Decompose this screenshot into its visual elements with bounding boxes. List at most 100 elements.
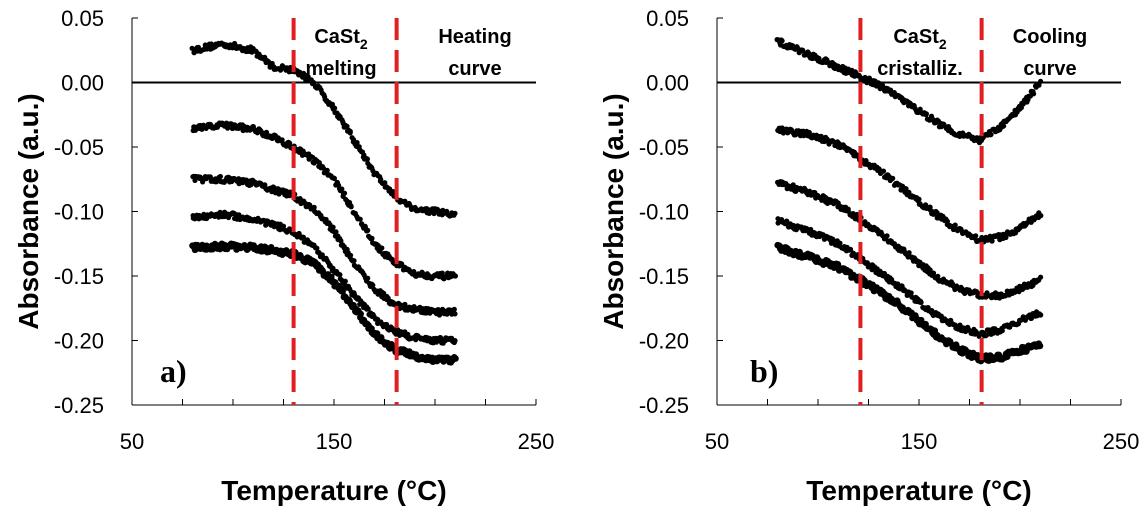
data-point [348, 204, 354, 210]
data-point [918, 299, 924, 305]
data-point [452, 338, 458, 344]
data-point [908, 290, 914, 296]
data-point [1036, 342, 1044, 350]
y-tick-label: -0.15 [639, 264, 689, 289]
y-axis-title: Absorbance (a.u.) [13, 93, 44, 329]
data-point [365, 275, 371, 281]
data-point [348, 252, 354, 258]
x-axis-title: Temperature (°C) [221, 475, 446, 506]
y-tick-label: -0.15 [54, 264, 104, 289]
data-point [989, 238, 995, 244]
data-point [337, 272, 343, 278]
data-point [906, 250, 912, 256]
data-point [365, 306, 371, 312]
data-point [903, 186, 909, 192]
data-point [330, 265, 336, 271]
x-tick-label: 150 [316, 429, 353, 454]
x-tick-label: 150 [901, 429, 938, 454]
y-tick-label: -0.10 [54, 200, 104, 225]
data-point [357, 216, 363, 222]
data-point [262, 182, 268, 188]
data-point [452, 311, 458, 317]
x-tick-label: 250 [518, 429, 555, 454]
data-point [437, 335, 444, 341]
data-point [390, 189, 396, 195]
y-tick-label: 0.00 [61, 71, 104, 96]
annotation-right-line1: Heating [438, 26, 511, 48]
data-point [382, 180, 388, 186]
data-point [923, 111, 930, 117]
annotation-left-line2: melting [305, 58, 376, 80]
data-point [1038, 78, 1044, 84]
data-point [930, 270, 937, 276]
data-point [884, 233, 890, 239]
data-point [880, 168, 887, 174]
data-point [973, 233, 979, 239]
data-point [217, 173, 223, 180]
data-point [1038, 274, 1044, 280]
y-tick-label: 0.00 [646, 71, 689, 96]
data-point [332, 105, 338, 111]
data-point [866, 75, 873, 81]
data-point [324, 167, 330, 173]
annotation-right-line2: curve [448, 58, 501, 80]
data-point [338, 238, 344, 244]
y-tick-label: 0.05 [61, 6, 104, 31]
data-point [999, 328, 1005, 334]
data-point [779, 38, 785, 44]
data-point [364, 156, 370, 162]
data-point [330, 224, 336, 230]
y-tick-label: -0.05 [54, 135, 104, 160]
data-point [339, 288, 346, 295]
data-point [300, 234, 306, 240]
y-tick-label: -0.25 [54, 393, 104, 418]
data-point [916, 196, 922, 202]
data-point [331, 175, 337, 181]
data-point [341, 190, 348, 196]
data-point [287, 140, 293, 146]
data-point [279, 137, 285, 143]
annotation-right-line1: Cooling [1013, 26, 1087, 48]
x-tick-label: 50 [705, 429, 729, 454]
data-point [189, 45, 195, 51]
data-point [1038, 213, 1044, 219]
data-point [339, 186, 345, 192]
y-tick-label: -0.25 [639, 393, 689, 418]
data-point [311, 204, 317, 210]
data-point [452, 273, 458, 279]
data-point [385, 295, 391, 301]
data-point [927, 267, 933, 273]
data-point [452, 355, 459, 362]
annotation-compound: CaSt2 [314, 26, 368, 52]
y-tick-label: -0.05 [639, 135, 689, 160]
data-point [944, 218, 951, 224]
data-point [351, 258, 357, 264]
data-point [1001, 123, 1007, 129]
y-tick-label: -0.20 [639, 329, 689, 354]
y-tick-label: -0.10 [639, 200, 689, 225]
data-point [906, 189, 912, 195]
data-point [988, 131, 994, 138]
data-point [354, 140, 360, 146]
panel-b: 0.05 0.00 -0.05 -0.10 -0.15 -0.20 -0.25 50 150 25… [598, 6, 1139, 506]
panel-label: b) [750, 353, 778, 389]
data-point [452, 210, 458, 216]
annotation-compound: CaSt2 [893, 26, 947, 52]
y-axis-title: Absorbance (a.u.) [598, 93, 629, 329]
data-point [314, 245, 320, 251]
y-tick-label: 0.05 [646, 6, 689, 31]
data-point [384, 321, 390, 328]
data-point [357, 310, 365, 318]
data-point [847, 246, 854, 252]
data-point [344, 123, 350, 129]
data-point [1003, 234, 1009, 241]
data-point [347, 130, 353, 136]
data-point [451, 306, 457, 312]
x-tick-label: 250 [1103, 429, 1140, 454]
x-tick-label: 50 [120, 429, 144, 454]
panel-a: 0.05 0.00 -0.05 -0.10 -0.15 -0.20 -0.25 50 150 25… [13, 6, 554, 506]
data-point [1031, 91, 1037, 97]
data-point [342, 278, 348, 284]
data-point [890, 175, 896, 181]
